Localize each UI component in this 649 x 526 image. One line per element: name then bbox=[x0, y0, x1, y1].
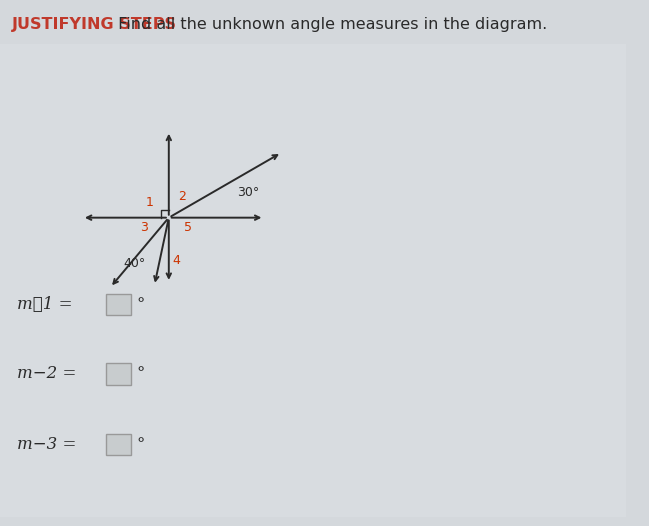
FancyBboxPatch shape bbox=[0, 256, 626, 517]
Text: m∡1 =: m∡1 = bbox=[18, 296, 78, 313]
Text: 40°: 40° bbox=[123, 257, 145, 270]
Text: m−3 =: m−3 = bbox=[18, 436, 82, 453]
Text: °: ° bbox=[136, 436, 144, 453]
Text: 5: 5 bbox=[184, 221, 192, 234]
Text: 4: 4 bbox=[173, 254, 180, 267]
Bar bbox=[106, 434, 131, 455]
Text: 2: 2 bbox=[178, 190, 186, 203]
Text: m−2 =: m−2 = bbox=[18, 366, 82, 382]
Text: °: ° bbox=[136, 366, 144, 382]
FancyBboxPatch shape bbox=[0, 9, 626, 44]
Text: 3: 3 bbox=[140, 221, 148, 234]
Text: JUSTIFYING STEPS: JUSTIFYING STEPS bbox=[12, 17, 177, 32]
Text: 1: 1 bbox=[145, 196, 153, 209]
Text: Find all the unknown angle measures in the diagram.: Find all the unknown angle measures in t… bbox=[113, 17, 547, 32]
Bar bbox=[106, 363, 131, 385]
Bar bbox=[106, 294, 131, 315]
Text: 30°: 30° bbox=[237, 186, 259, 199]
FancyBboxPatch shape bbox=[0, 25, 626, 517]
Text: °: ° bbox=[136, 296, 144, 313]
